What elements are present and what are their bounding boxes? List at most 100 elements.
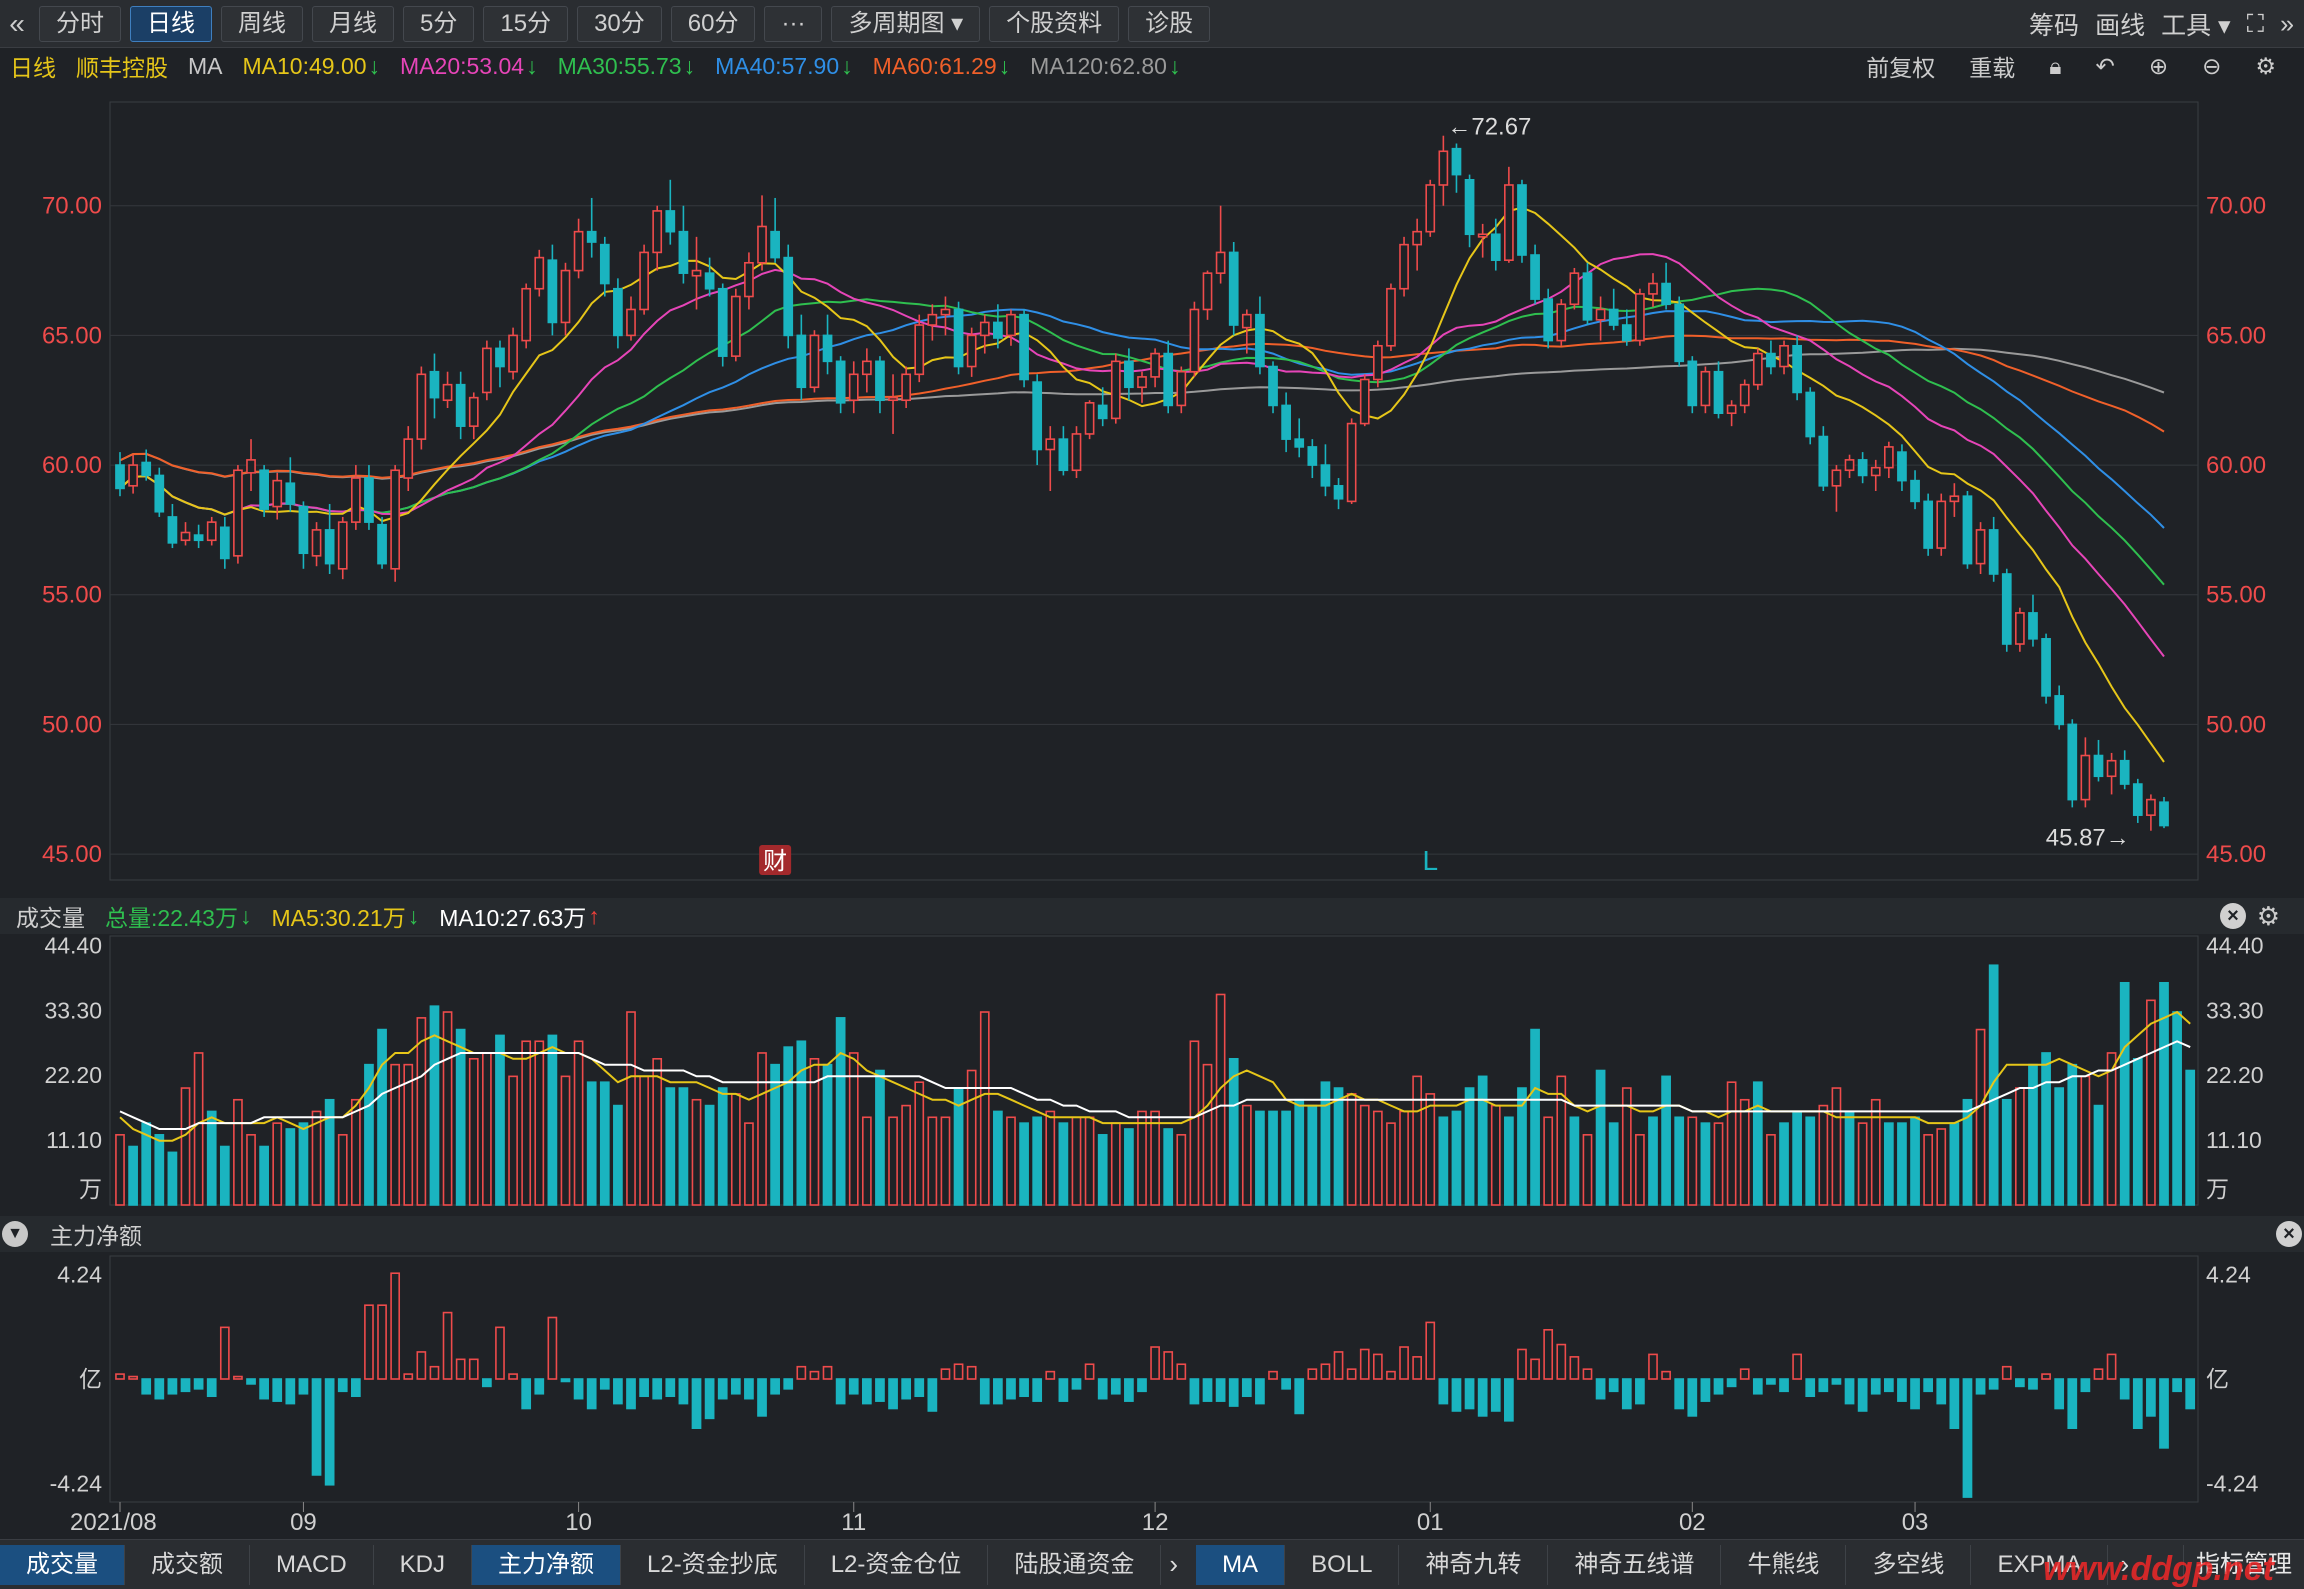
volume-bar [626, 1011, 636, 1206]
expand-icon[interactable]: » [2280, 9, 2294, 38]
volume-bar [796, 1040, 807, 1206]
overlay-button[interactable]: 重载 [1969, 55, 2016, 81]
candle [1936, 500, 1947, 549]
candle [272, 479, 283, 508]
tab-period[interactable]: 15分 [483, 5, 569, 42]
volume-bar [246, 1134, 256, 1206]
candle [613, 287, 623, 337]
indicator-tab[interactable]: MACD [250, 1544, 374, 1585]
tab-period[interactable]: 月线 [312, 5, 394, 42]
candle [1700, 370, 1711, 407]
chevron-right-icon[interactable]: › [2120, 1549, 2130, 1579]
tab-period[interactable]: 周线 [221, 5, 303, 42]
candle [534, 256, 545, 290]
tab-period[interactable]: 5分 [403, 5, 475, 42]
tab-period[interactable]: 日线 [130, 5, 212, 42]
indicator-tab[interactable]: KDJ [374, 1544, 473, 1585]
stock-name[interactable]: 顺丰控股 [76, 55, 168, 81]
zoom-out-icon[interactable]: ⊖ [2202, 52, 2222, 79]
fullscreen-icon[interactable]: ⛶ [2246, 9, 2265, 38]
volume-bar [1674, 1116, 1685, 1206]
indicator-tab[interactable]: 神奇九转 [1399, 1544, 1549, 1585]
candle [233, 469, 243, 557]
close-icon[interactable]: × [2276, 1221, 2302, 1247]
volume-bar [1425, 1093, 1436, 1206]
candle [1124, 360, 1134, 389]
collapse-icon[interactable]: ▼ [2, 1221, 28, 1247]
tab-period[interactable]: 多周期图 ▾ [831, 5, 981, 42]
y-tick-label: 44.40 [2206, 932, 2264, 958]
adjust-button[interactable]: 前复权 [1866, 55, 1936, 81]
candle [573, 230, 584, 272]
volume-bar [1045, 1110, 1056, 1206]
flow-bar [324, 1378, 335, 1486]
undo-icon[interactable]: ↶ [2095, 52, 2115, 79]
candle [940, 308, 951, 316]
volume-bar [639, 1075, 649, 1206]
gear-icon[interactable]: ⚙ [2255, 52, 2276, 79]
tab-period[interactable]: 30分 [577, 5, 662, 42]
candle [1490, 233, 1501, 261]
indicator-tab[interactable]: 陆股通资金 [988, 1544, 1162, 1585]
tab-period[interactable]: 个股资料 [989, 5, 1120, 42]
back-icon[interactable]: « [9, 7, 25, 39]
volume-bar [1504, 1116, 1514, 1206]
volume-bar [206, 1110, 217, 1206]
flow-title[interactable]: 主力净额 [50, 1223, 142, 1249]
candle [2159, 801, 2169, 827]
candle [1071, 433, 1082, 472]
zoom-in-icon[interactable]: ⊕ [2148, 52, 2169, 79]
volume-bar [744, 1122, 754, 1206]
volume-bar [966, 1069, 977, 1206]
chevron-right-icon[interactable]: › [1169, 1549, 1179, 1579]
draw-button[interactable]: 画线 [2095, 12, 2146, 40]
candle [1726, 404, 1737, 415]
tab-period[interactable]: ··· [764, 5, 823, 42]
indicator-tab[interactable]: EXPMA [1971, 1544, 2109, 1585]
x-tick-label: 09 [290, 1509, 317, 1536]
flow-bar [508, 1373, 518, 1380]
gear-icon[interactable]: ⚙ [2256, 900, 2280, 931]
volume-bar [1255, 1110, 1265, 1206]
ma-value: MA120:62.80 [1030, 52, 1167, 79]
candle [403, 438, 414, 479]
flow-bar [1700, 1378, 1711, 1402]
indicator-tab[interactable]: 牛熊线 [1721, 1544, 1847, 1585]
tools-menu[interactable]: 工具 ▾ [2161, 12, 2231, 40]
lock-icon[interactable]: 🔒︎ [2049, 52, 2062, 79]
candle [547, 259, 558, 324]
volume-bar [1032, 1116, 1043, 1206]
chips-button[interactable]: 筹码 [2029, 12, 2080, 40]
indicator-tab[interactable]: 多空线 [1846, 1544, 1972, 1585]
tab-period[interactable]: 诊股 [1128, 5, 1211, 42]
volume-bar [233, 1098, 243, 1206]
indicator-tab[interactable]: 主力净额 [472, 1544, 622, 1585]
indicator-tab[interactable]: L2-资金仓位 [805, 1544, 989, 1585]
flow-bar [1635, 1378, 1645, 1405]
volume-ma10: MA10:27.63万 [439, 905, 587, 931]
candle [2067, 723, 2078, 801]
flow-bar [1255, 1378, 1265, 1405]
candle [1438, 150, 1449, 186]
indicator-tab[interactable]: MA [1196, 1544, 1286, 1585]
flow-bar [115, 1373, 125, 1380]
tab-period[interactable]: 60分 [670, 5, 756, 42]
flow-bar [364, 1304, 374, 1380]
volume-title[interactable]: 成交量 [16, 905, 85, 931]
flow-bar [455, 1358, 466, 1380]
indicator-manage-button[interactable]: 指标管理 [2183, 1544, 2304, 1585]
indicator-tab[interactable]: 神奇五线谱 [1548, 1544, 1722, 1585]
indicator-tab[interactable]: 成交量 [0, 1544, 125, 1585]
ma-label[interactable]: MA [188, 52, 223, 79]
close-icon[interactable]: × [2220, 903, 2246, 929]
candle [2001, 573, 2012, 645]
period-toolbar: « 分时 日线 周线 月线 5分 15分 30分 60分 ··· 多周期图 ▾ 个股资料 诊股 筹码 … [0, 0, 2304, 48]
tab-period[interactable]: 分时 [39, 5, 121, 42]
volume-bar [1988, 964, 1999, 1206]
indicator-tab[interactable]: 成交额 [125, 1544, 250, 1585]
indicator-tab[interactable]: BOLL [1285, 1544, 1400, 1585]
indicator-tab[interactable]: L2-资金抄底 [621, 1544, 805, 1585]
flow-bar [416, 1351, 427, 1380]
candle [115, 464, 125, 490]
